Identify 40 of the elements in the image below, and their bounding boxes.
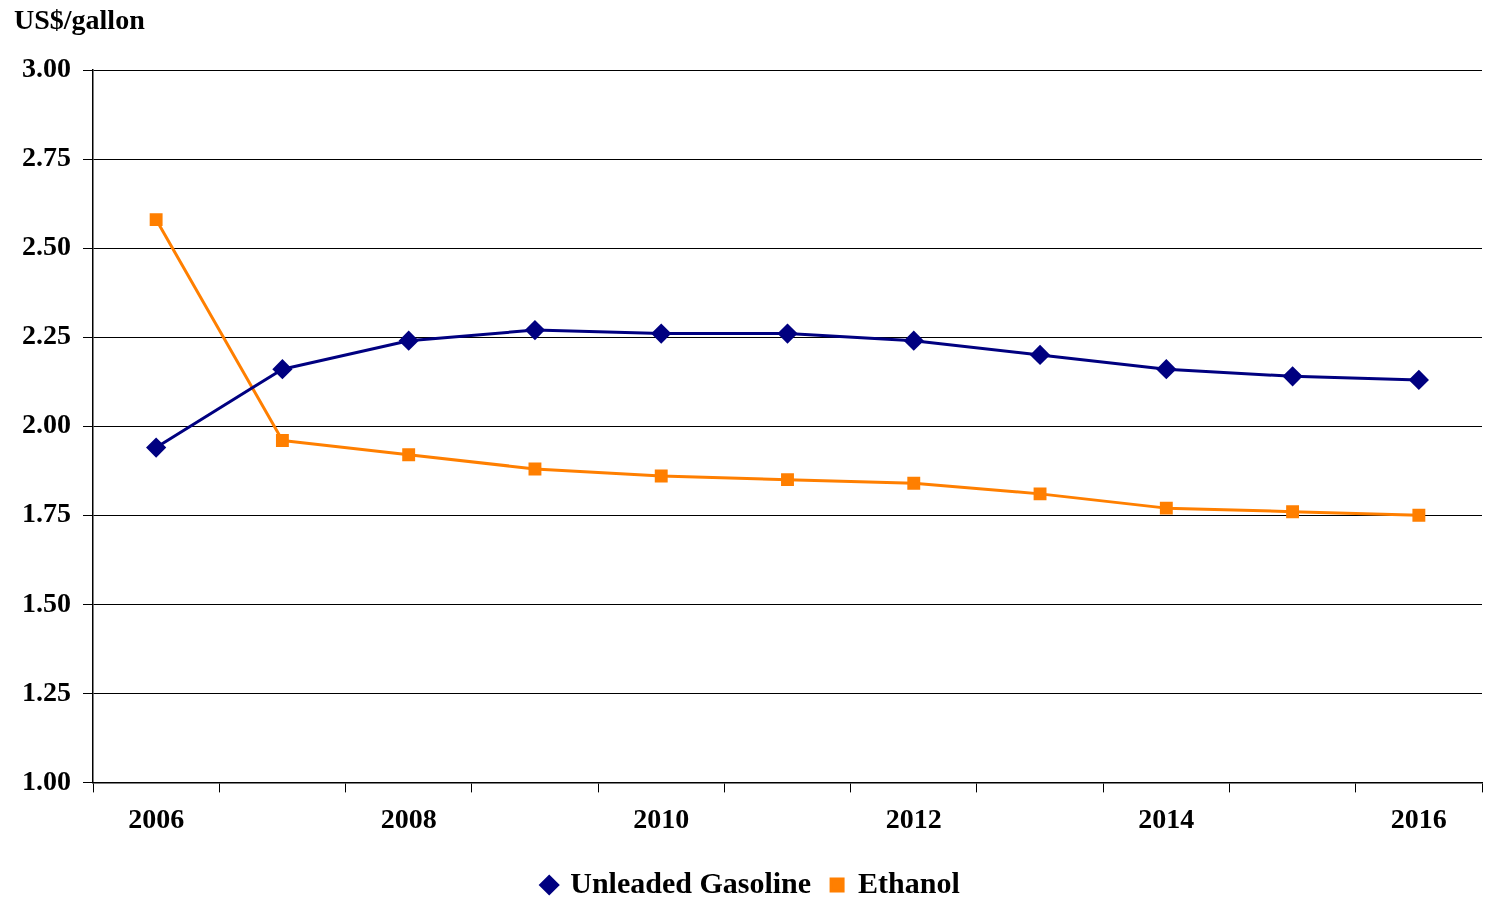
point [528, 462, 542, 476]
point [275, 434, 289, 447]
point [778, 324, 797, 344]
x-tick-label: 2008 [380, 803, 437, 835]
point [525, 320, 545, 340]
y-tick-label: 1.50 [22, 586, 71, 618]
point [1030, 345, 1050, 365]
y-tick-label: 2.00 [22, 408, 71, 440]
point [1286, 505, 1300, 519]
y-tick-label: 2.25 [22, 319, 71, 351]
legend-label: Ethanol [858, 865, 960, 899]
point [272, 359, 292, 379]
y-axis-title: US$/gallon [14, 4, 146, 36]
y-tick-label: 2.75 [22, 141, 71, 173]
point [654, 469, 668, 483]
x-tick-label: 2010 [633, 803, 690, 835]
point [1156, 359, 1176, 379]
point [1033, 487, 1047, 501]
point [904, 331, 924, 351]
point [149, 213, 163, 227]
point [1409, 370, 1429, 390]
point [651, 324, 671, 344]
point [399, 331, 419, 351]
y-tick-label: 2.50 [22, 230, 71, 262]
x-tick-label: 2016 [1390, 803, 1447, 835]
point [1412, 508, 1426, 522]
x-tick-label: 2006 [128, 803, 185, 835]
y-tick-label: 1.75 [22, 497, 71, 529]
y-tick-label: 1.25 [22, 675, 71, 707]
point [907, 476, 921, 490]
y-tick-label: 3.00 [22, 52, 71, 84]
legend-label: Unleaded Gasoline [570, 865, 812, 899]
y-tick-label: 1.00 [22, 764, 71, 796]
x-tick-label: 2012 [885, 803, 942, 835]
point [1283, 366, 1303, 386]
point [402, 448, 416, 462]
point [146, 438, 166, 458]
point [1159, 501, 1173, 515]
point [781, 473, 794, 487]
x-tick-label: 2014 [1138, 803, 1195, 835]
